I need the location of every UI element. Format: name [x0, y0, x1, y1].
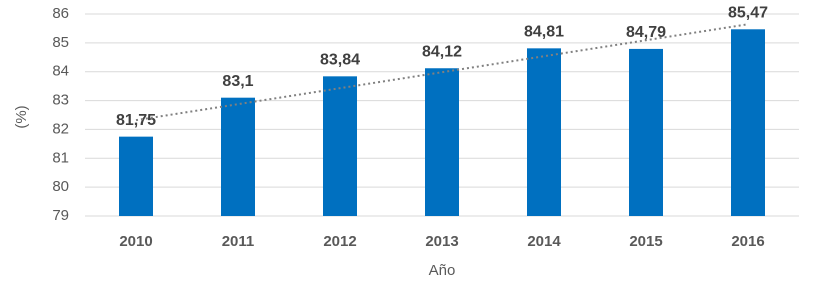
x-tick-label: 2012 — [323, 233, 356, 250]
y-tick-label: 83 — [52, 92, 69, 109]
bar — [425, 68, 459, 216]
x-tick-label: 2014 — [527, 233, 561, 250]
x-axis-title: Año — [429, 262, 456, 279]
x-tick-label: 2010 — [119, 233, 152, 250]
value-label: 84,81 — [524, 24, 564, 41]
x-tick-label: 2015 — [629, 233, 662, 250]
value-label: 85,47 — [728, 5, 768, 22]
value-label: 84,12 — [422, 43, 462, 60]
x-tick-label: 2013 — [425, 233, 458, 250]
x-tick-label: 2016 — [731, 233, 764, 250]
bar — [731, 29, 765, 217]
y-tick-label: 86 — [52, 5, 69, 22]
bar — [527, 48, 561, 217]
y-tick-label: 81 — [52, 149, 69, 166]
y-tick-label: 79 — [52, 207, 69, 224]
trendline — [135, 23, 749, 122]
bar — [629, 48, 663, 216]
y-tick-label: 80 — [52, 178, 69, 195]
value-label: 83,1 — [222, 73, 253, 90]
value-label: 84,79 — [626, 24, 666, 41]
y-tick-label: 85 — [52, 34, 69, 51]
y-tick-label: 84 — [52, 63, 69, 80]
y-tick-label: 82 — [52, 120, 69, 137]
value-label: 83,84 — [320, 52, 360, 69]
bar — [323, 76, 357, 217]
y-axis-title: (%) — [13, 105, 30, 128]
bar — [221, 97, 255, 216]
x-tick-label: 2011 — [222, 233, 255, 250]
bar — [119, 136, 153, 216]
